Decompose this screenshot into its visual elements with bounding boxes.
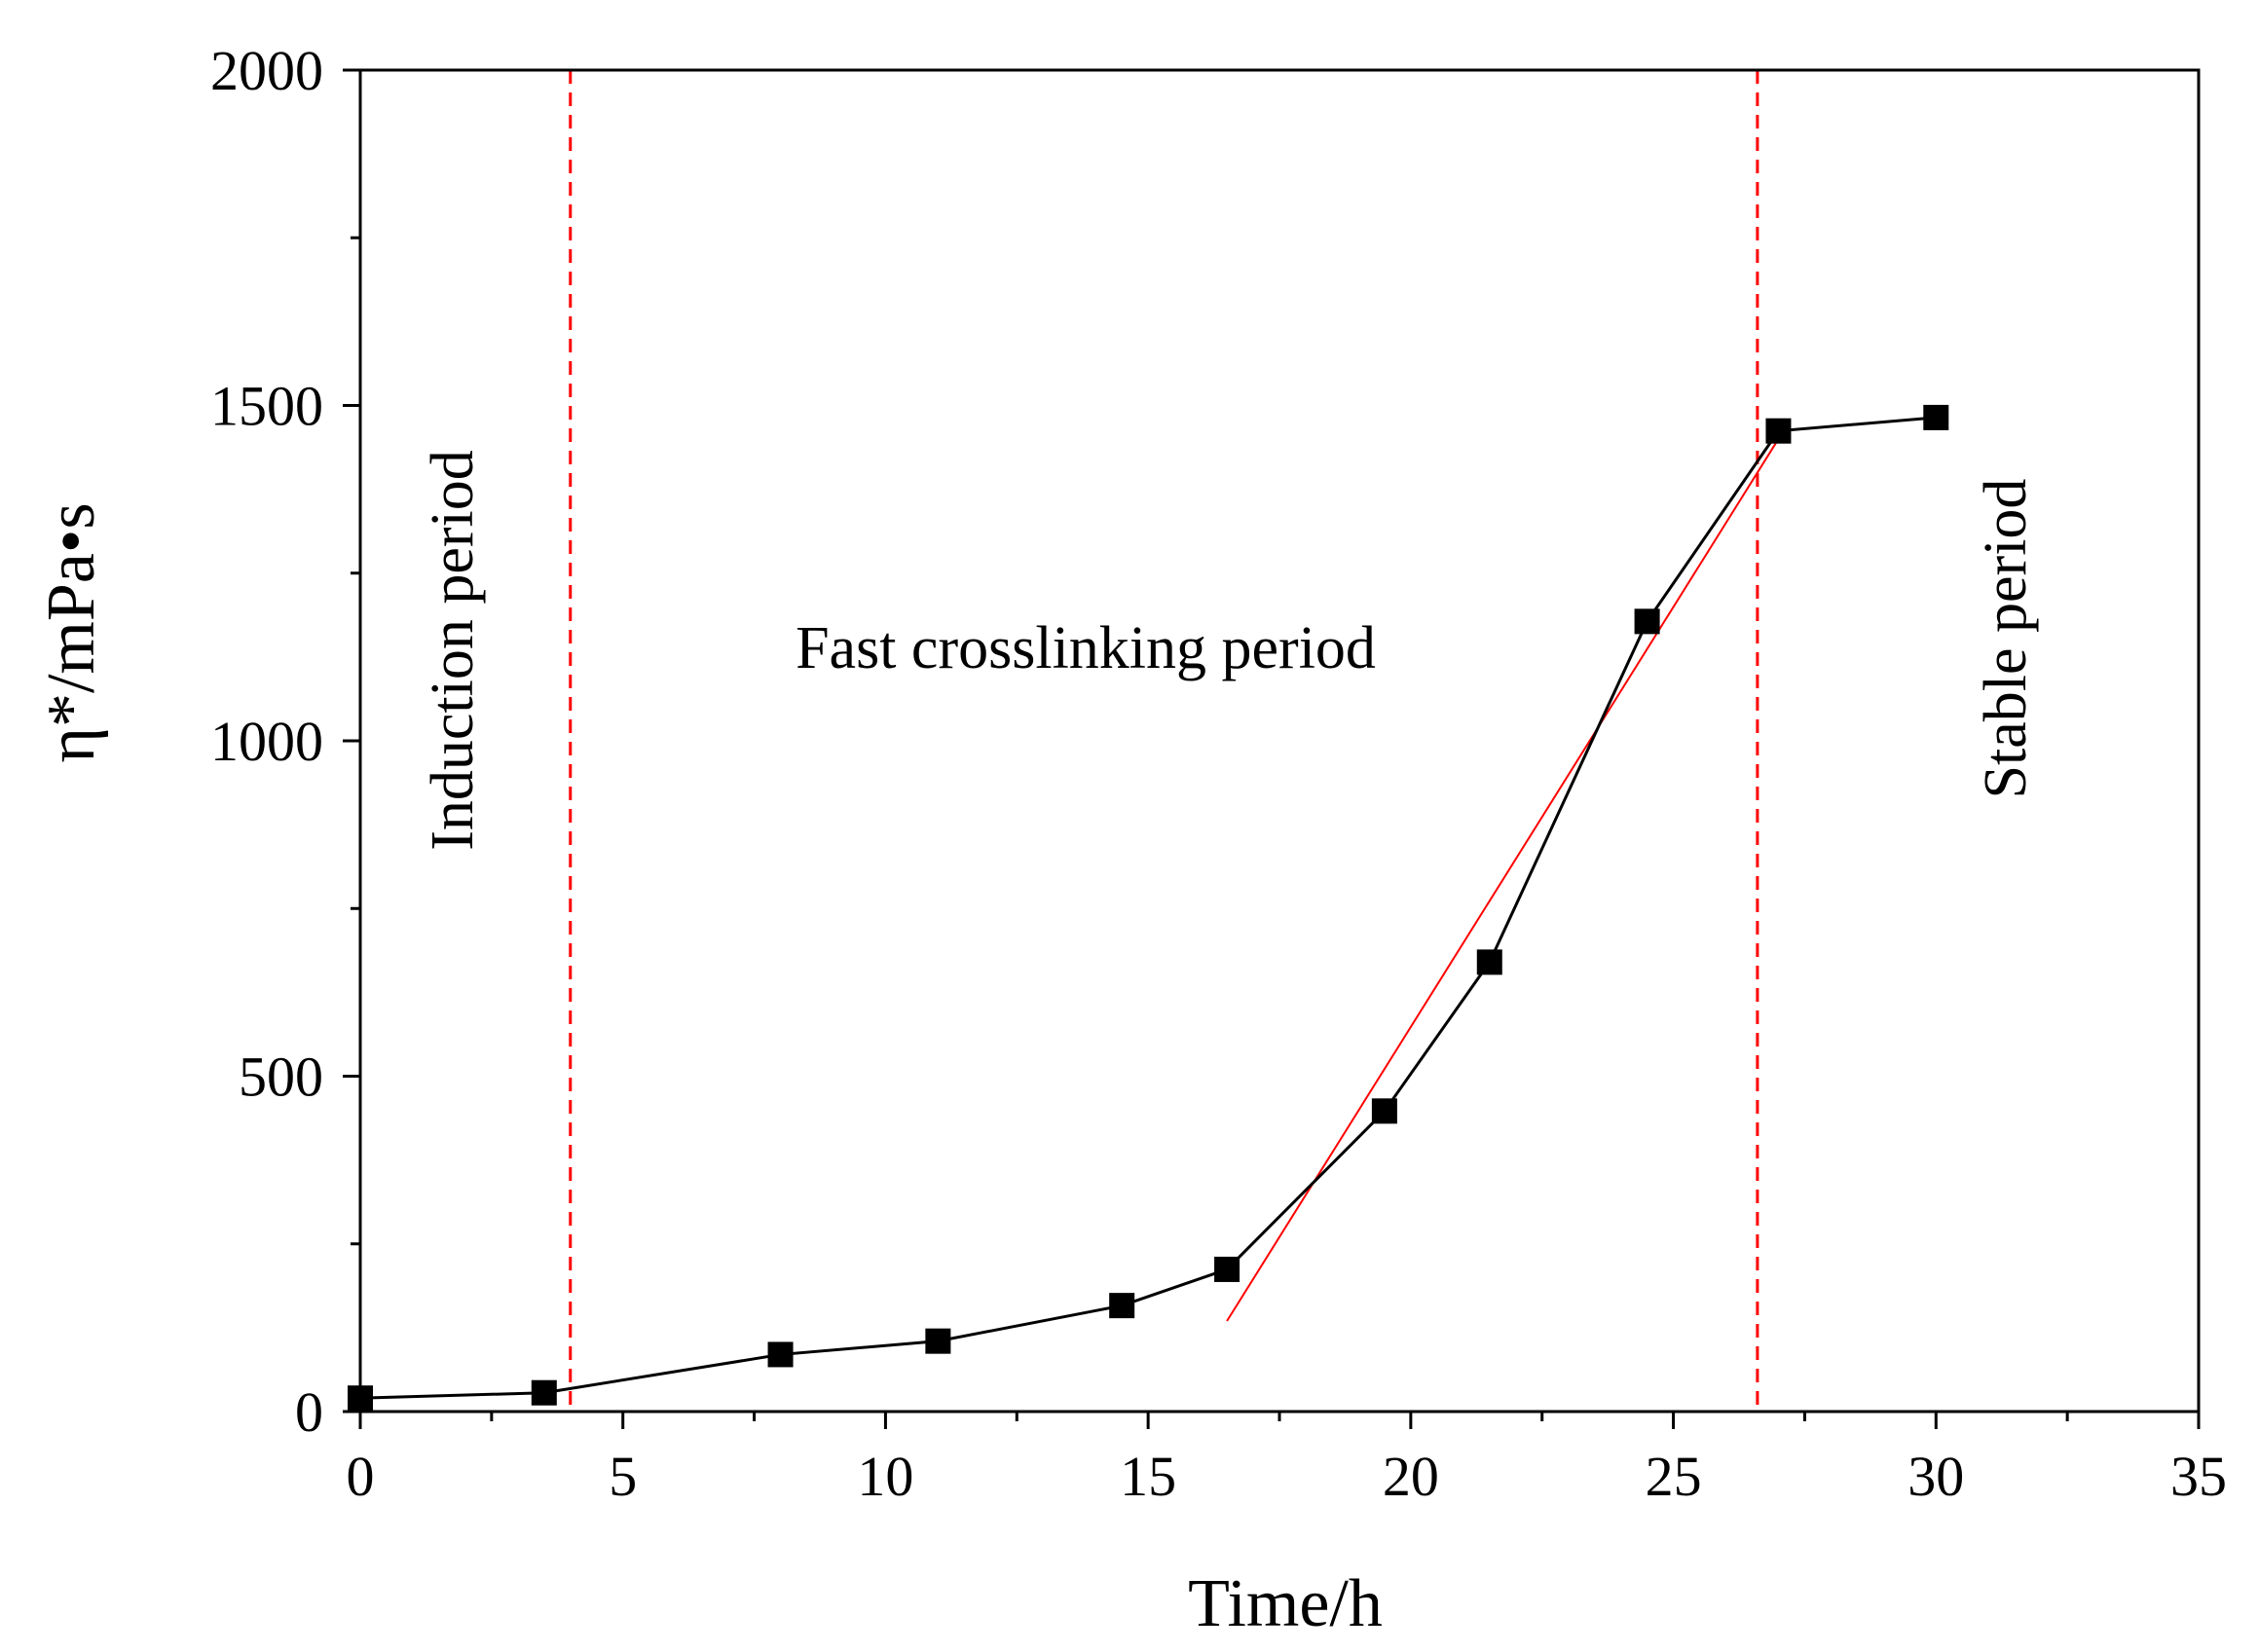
x-tick-label: 30 bbox=[1907, 1445, 1964, 1508]
y-tick-label: 0 bbox=[295, 1380, 323, 1444]
y-tick-label: 1500 bbox=[210, 375, 323, 438]
annotation-stable-period: Stable period bbox=[1973, 479, 2039, 799]
data-point bbox=[1109, 1293, 1135, 1319]
data-point bbox=[1476, 949, 1502, 975]
y-tick-label: 1000 bbox=[210, 710, 323, 773]
data-point bbox=[767, 1341, 794, 1368]
y-tick-label: 500 bbox=[239, 1046, 323, 1109]
linear-fit-line bbox=[1226, 438, 1780, 1322]
data-point bbox=[1371, 1098, 1397, 1124]
data-point bbox=[531, 1379, 557, 1406]
data-point bbox=[1923, 404, 1949, 430]
x-axis-label: Time/h bbox=[1188, 1566, 1383, 1641]
annotation-induction-period: Induction period bbox=[420, 450, 486, 851]
data-point bbox=[1634, 608, 1660, 635]
y-axis-label: η*/mPa•s bbox=[34, 502, 109, 762]
annotation-fast-crosslinking-period: Fast crosslinking period bbox=[796, 615, 1376, 681]
y-tick-label: 2000 bbox=[210, 39, 323, 102]
x-tick-label: 35 bbox=[2170, 1445, 2227, 1508]
x-tick-label: 20 bbox=[1383, 1445, 1439, 1508]
x-tick-label: 15 bbox=[1120, 1445, 1176, 1508]
data-point bbox=[1765, 418, 1792, 444]
data-point bbox=[1214, 1256, 1241, 1282]
x-tick-label: 0 bbox=[347, 1445, 375, 1508]
x-tick-label: 5 bbox=[609, 1445, 637, 1508]
x-tick-label: 10 bbox=[857, 1445, 913, 1508]
plot-frame bbox=[358, 68, 2201, 1413]
x-tick-label: 25 bbox=[1646, 1445, 1702, 1508]
data-point bbox=[925, 1328, 951, 1354]
